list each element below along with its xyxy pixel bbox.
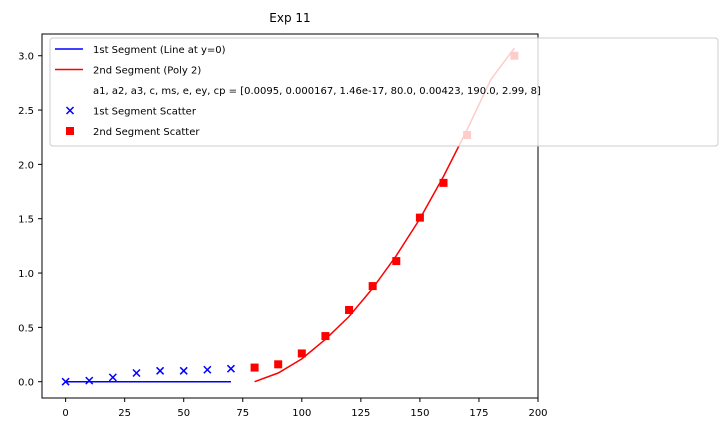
scatter-point-square bbox=[345, 305, 354, 314]
legend-box bbox=[49, 37, 719, 147]
x-marker-stroke bbox=[156, 366, 165, 375]
legend-label: 2nd Segment (Poly 2) bbox=[93, 66, 201, 77]
x-marker-stroke bbox=[85, 376, 94, 385]
x-marker-stroke bbox=[179, 366, 188, 375]
x-marker-stroke bbox=[132, 368, 141, 378]
x-tick-label: 75 bbox=[236, 408, 249, 419]
y-tick-label: 1.0 bbox=[18, 269, 34, 280]
y-tick-label: 2.5 bbox=[18, 106, 34, 117]
scatter-point-x bbox=[132, 368, 141, 378]
scatter-point-square bbox=[368, 282, 377, 291]
chart-title: Exp 11 bbox=[269, 11, 310, 25]
x-tick-label: 200 bbox=[528, 408, 547, 419]
y-tick-label: 3.0 bbox=[18, 52, 34, 63]
x-tick-label: 125 bbox=[351, 408, 370, 419]
scatter-point-square bbox=[439, 178, 448, 187]
legend-label: 1st Segment (Line at y=0) bbox=[93, 45, 226, 56]
scatter-point-x bbox=[156, 366, 165, 375]
scatter-point-x bbox=[179, 366, 188, 375]
y-tick-label: 1.5 bbox=[18, 215, 34, 226]
scatter-point-x bbox=[108, 373, 117, 382]
x-marker-stroke bbox=[108, 373, 117, 382]
scatter-point-square bbox=[250, 363, 259, 372]
scatter-point-x bbox=[61, 377, 70, 386]
scatter-point-square bbox=[274, 360, 283, 369]
scatter-point-square bbox=[297, 349, 306, 358]
x-tick-label: 25 bbox=[118, 408, 131, 419]
legend: 1st Segment (Line at y=0) 2nd Segment (Po… bbox=[49, 37, 719, 147]
legend-square-swatch bbox=[66, 127, 74, 135]
x-marker-stroke bbox=[61, 377, 70, 386]
legend-x-swatch bbox=[65, 106, 75, 115]
legend-label: 2nd Segment Scatter bbox=[93, 127, 200, 138]
y-tick-label: 2.0 bbox=[18, 160, 34, 171]
x-tick-label: 150 bbox=[410, 408, 429, 419]
x-tick-label: 100 bbox=[292, 408, 311, 419]
x-marker-stroke bbox=[226, 364, 235, 373]
x-tick-label: 175 bbox=[469, 408, 488, 419]
scatter-point-square bbox=[415, 213, 424, 222]
scatter-point-square bbox=[321, 332, 330, 341]
legend-label: 1st Segment Scatter bbox=[93, 107, 197, 118]
x-marker-stroke bbox=[203, 365, 212, 374]
scatter-point-x bbox=[226, 364, 235, 373]
plot-frame bbox=[41, 33, 539, 399]
y-tick-label: 0.5 bbox=[18, 323, 34, 334]
legend-label: a1, a2, a3, c, ms, e, ey, cp = [0.0095, … bbox=[93, 86, 541, 97]
x-tick-label: 50 bbox=[177, 408, 190, 419]
y-tick-label: 0.0 bbox=[18, 378, 34, 389]
y-axis: 0.0 0.5 1.0 1.5 2.0 2.5 3.0 bbox=[18, 52, 42, 389]
scatter-point-x bbox=[203, 365, 212, 374]
x-tick-label: 0 bbox=[62, 408, 68, 419]
scatter-point-square bbox=[392, 257, 401, 266]
x-axis: 0 25 50 75 100 125 150 175 200 bbox=[62, 398, 548, 419]
scatter-point-x bbox=[85, 376, 94, 385]
x-marker-stroke bbox=[65, 106, 75, 115]
